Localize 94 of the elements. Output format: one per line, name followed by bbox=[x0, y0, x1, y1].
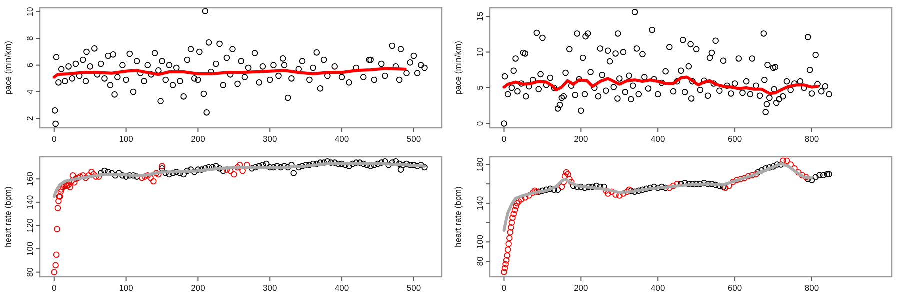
x-tick-label: 400 bbox=[651, 134, 666, 144]
point bbox=[562, 173, 568, 180]
point bbox=[504, 252, 510, 259]
y-tick-label: 10 bbox=[475, 47, 485, 58]
x-tick-label: 300 bbox=[263, 283, 278, 293]
x-tick-label: 200 bbox=[191, 283, 206, 293]
point bbox=[502, 261, 509, 268]
point bbox=[504, 246, 512, 254]
point bbox=[51, 269, 58, 276]
point bbox=[54, 205, 62, 212]
y-tick-label: 140 bbox=[25, 195, 35, 210]
y-tick-label: 100 bbox=[475, 234, 485, 250]
point bbox=[159, 163, 166, 170]
point bbox=[586, 184, 592, 190]
point bbox=[507, 229, 514, 236]
x-tick-label: 0 bbox=[502, 134, 507, 144]
x-tick-label: 100 bbox=[119, 283, 134, 293]
x-tick-label: 400 bbox=[334, 283, 350, 293]
point bbox=[148, 174, 154, 182]
point bbox=[516, 198, 522, 205]
point bbox=[231, 171, 238, 178]
x-tick-label: 0 bbox=[502, 283, 507, 293]
y-axis-title: heart rate (bpm) bbox=[3, 186, 13, 248]
point bbox=[816, 172, 823, 179]
point bbox=[510, 210, 517, 218]
x-tick-label: 300 bbox=[263, 134, 278, 144]
x-tick-label: 400 bbox=[334, 134, 350, 144]
y-tick-label: 100 bbox=[25, 242, 35, 256]
point bbox=[513, 203, 520, 210]
point bbox=[824, 171, 831, 178]
point bbox=[554, 186, 562, 194]
x-tick-label: 100 bbox=[119, 134, 134, 144]
point bbox=[780, 158, 786, 164]
point bbox=[514, 200, 520, 207]
x-tick-label: 800 bbox=[804, 283, 820, 293]
point bbox=[82, 174, 90, 182]
point bbox=[604, 190, 612, 197]
x-tick-label: 800 bbox=[804, 134, 820, 144]
point bbox=[512, 207, 518, 214]
point bbox=[812, 174, 819, 180]
point bbox=[506, 240, 512, 248]
point bbox=[53, 252, 60, 258]
point bbox=[558, 184, 566, 190]
y-tick-label: 15 bbox=[475, 12, 485, 22]
y-tick-label: 120 bbox=[25, 218, 35, 233]
x-tick-label: 200 bbox=[191, 134, 206, 144]
point bbox=[88, 168, 95, 176]
point bbox=[510, 214, 516, 222]
x-tick-label: 0 bbox=[52, 283, 58, 293]
point bbox=[784, 158, 790, 164]
x-tick-label: 200 bbox=[574, 134, 589, 144]
y-tick-label: 2 bbox=[25, 116, 35, 122]
x-tick-label: 200 bbox=[574, 283, 589, 293]
point bbox=[616, 192, 623, 199]
point bbox=[56, 198, 62, 204]
y-tick-label: 8 bbox=[25, 36, 35, 42]
y-tick-label: 80 bbox=[25, 267, 35, 278]
point bbox=[58, 188, 64, 196]
y-tick-label: 5 bbox=[475, 85, 485, 90]
point bbox=[564, 171, 572, 178]
x-tick-label: 500 bbox=[406, 283, 422, 293]
point bbox=[508, 220, 516, 226]
y-tick-label: 160 bbox=[25, 172, 35, 186]
y-tick-label: 140 bbox=[475, 196, 485, 211]
y-tick-label: 10 bbox=[25, 7, 35, 17]
point bbox=[508, 224, 514, 231]
point bbox=[54, 226, 60, 232]
y-axis-title: pace (min/km) bbox=[453, 40, 463, 95]
point bbox=[820, 172, 827, 179]
y-tick-label: 6 bbox=[25, 62, 35, 68]
y-axis-title: heart rate (bpm) bbox=[453, 186, 463, 248]
point bbox=[826, 171, 832, 178]
x-tick-label: 600 bbox=[728, 283, 742, 293]
point bbox=[506, 235, 513, 242]
point bbox=[150, 178, 157, 185]
y-tick-label: 0 bbox=[475, 121, 485, 126]
point bbox=[67, 184, 74, 190]
point bbox=[503, 257, 510, 264]
point bbox=[563, 169, 570, 176]
y-tick-label: 180 bbox=[475, 157, 485, 172]
x-tick-label: 400 bbox=[651, 283, 666, 293]
point bbox=[52, 262, 59, 268]
point bbox=[58, 186, 65, 193]
x-tick-label: 600 bbox=[728, 134, 742, 144]
point bbox=[501, 269, 508, 276]
point bbox=[590, 184, 596, 190]
y-tick-label: 4 bbox=[25, 89, 35, 94]
y-tick-label: 80 bbox=[475, 256, 485, 266]
y-axis-title: pace (min/km) bbox=[3, 40, 13, 95]
line-series bbox=[502, 76, 820, 96]
point bbox=[502, 265, 508, 272]
x-tick-label: 0 bbox=[52, 134, 58, 144]
point bbox=[70, 172, 76, 179]
x-tick-label: 500 bbox=[406, 134, 422, 144]
